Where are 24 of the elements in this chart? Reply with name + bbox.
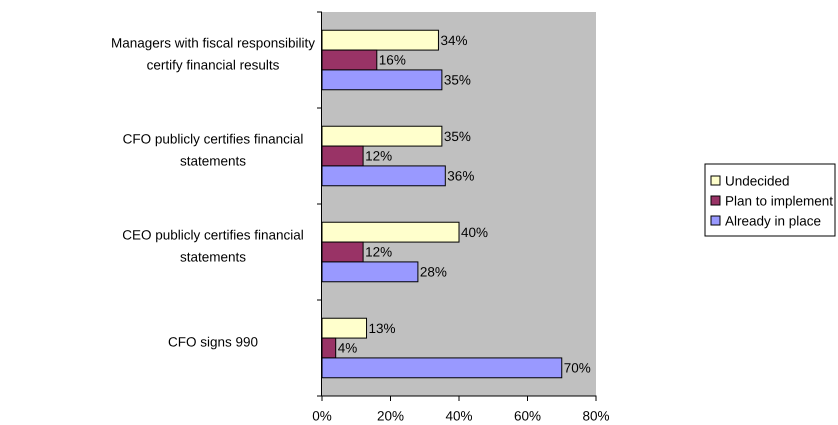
data-label: 36% [447,168,474,184]
legend-label: Plan to implement [725,194,834,209]
legend-label: Already in place [725,214,822,229]
data-label: 12% [365,244,392,260]
data-label: 35% [444,128,471,144]
x-tick-label: 80% [582,408,610,424]
data-label: 34% [440,32,468,48]
x-tick-label: 0% [312,408,332,424]
x-tick-label: 40% [445,408,473,424]
x-tick-label: 20% [376,408,404,424]
data-label: 35% [444,72,471,88]
y-tick-label: CFO signs 990 [168,334,258,350]
data-label: 40% [461,224,488,240]
data-label: 70% [564,360,591,376]
data-label: 12% [365,148,392,164]
x-tick-label: 60% [514,408,542,424]
data-label: 4% [338,340,358,356]
legend-label: Undecided [725,174,790,189]
y-tick-label: CFO publicly certifies financial statements [122,132,304,169]
data-label: 13% [368,320,396,336]
y-tick-label: CEO publicly certifies financial statements [122,228,304,265]
data-label: 28% [420,264,447,280]
data-label: 16% [378,52,406,68]
y-tick-label: Managers with fiscal responsibility certify financial results [110,36,316,73]
